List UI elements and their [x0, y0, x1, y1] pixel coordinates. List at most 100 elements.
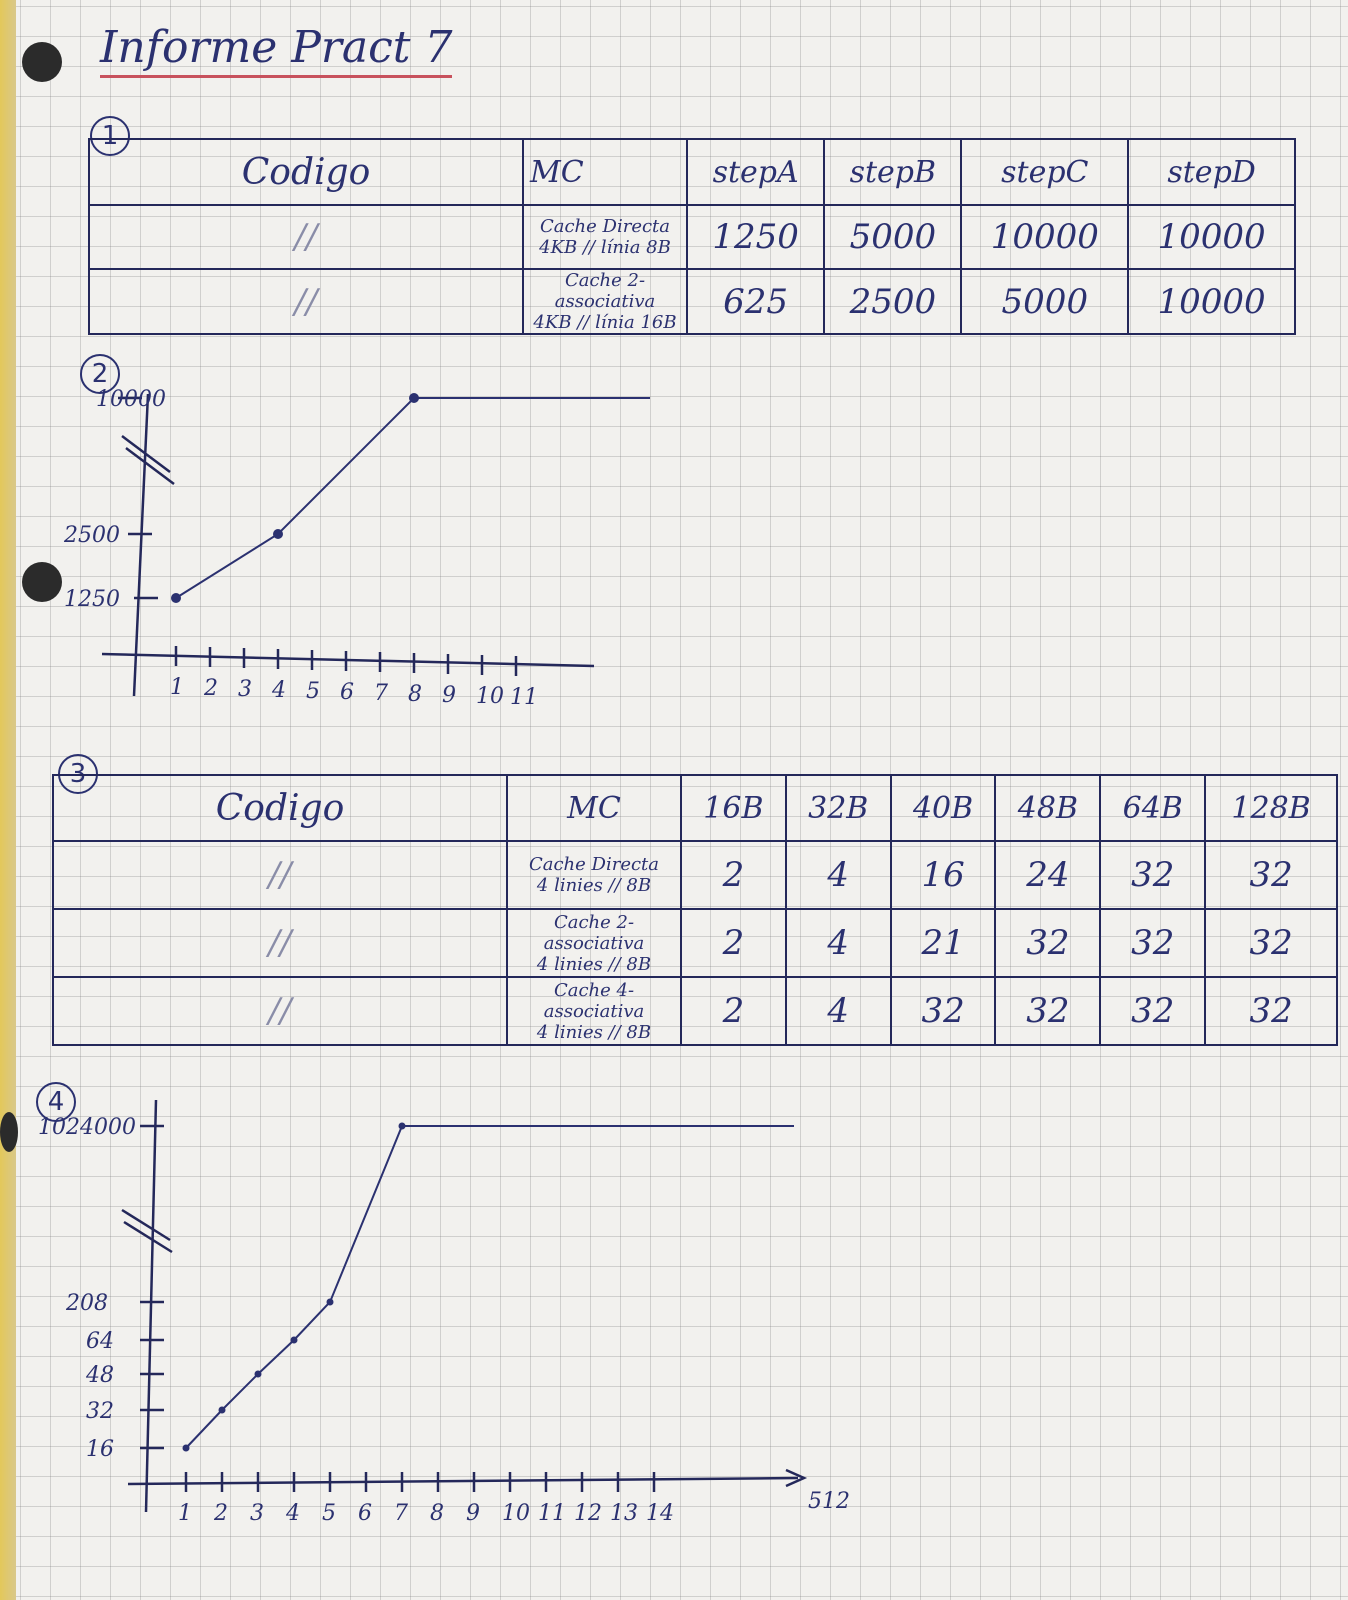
ditto-mark: //	[88, 204, 524, 270]
table-cell: 625	[685, 268, 826, 335]
code-header: Codigo	[52, 774, 508, 842]
mc-line: 4KB // línia 16B	[533, 312, 677, 333]
table-cell: 4	[784, 976, 892, 1046]
table-cell: 32	[994, 908, 1102, 978]
table-cell: 5000	[960, 268, 1130, 335]
x-tick-label: 10	[502, 1501, 530, 1526]
table-cell: 5000	[823, 204, 963, 270]
x-tick-label: 7	[394, 1501, 408, 1526]
column-header: 16B	[680, 774, 787, 842]
table-cell: 4	[784, 908, 892, 978]
table-cell: 32	[1099, 976, 1207, 1046]
mc-cell: Cache 2-associativa 4KB // línia 16B	[522, 268, 688, 335]
y-tick-label: 32	[86, 1399, 114, 1424]
x-tick-label: 7	[374, 681, 388, 706]
table-cell: 10000	[1127, 204, 1296, 270]
table-cell: 32	[994, 976, 1102, 1046]
data-point	[290, 1336, 298, 1344]
x-tick-label: 8	[430, 1501, 444, 1526]
x-tick-label: 1	[170, 675, 184, 700]
table-cell: 32	[889, 976, 997, 1046]
x-tick-label: 11	[510, 685, 538, 710]
punch-hole	[22, 42, 62, 82]
data-point	[254, 1370, 262, 1378]
table-cell: 4	[784, 840, 892, 910]
x-tick-label: 6	[358, 1501, 372, 1526]
table-header-row: Codigo MC 16B 32B 40B 48B 64B 128B	[52, 774, 1338, 842]
mc-header: MC	[506, 774, 682, 842]
mc-line: 4 linies // 8B	[536, 875, 652, 896]
y-tick-label: 208	[65, 1291, 108, 1316]
table-cell: 2	[680, 976, 787, 1046]
mc-cell: Cache 4-associativa 4 linies // 8B	[506, 976, 682, 1046]
table-cell: 16	[889, 840, 997, 910]
data-point	[171, 593, 181, 603]
table-row: // Cache Directa 4 linies // 8B 2 4 16 24…	[52, 840, 1338, 910]
column-header: stepA	[685, 138, 826, 206]
x-axis-end-label: 512	[808, 1489, 850, 1514]
graph-1-group: 1 2 3 4 5 6 7 8 9 10 11 1250 2500 10000	[63, 387, 650, 710]
x-tick-label: 10	[476, 684, 504, 709]
data-point	[398, 1122, 406, 1130]
table-cell: 1250	[685, 204, 826, 270]
column-header: stepB	[823, 138, 963, 206]
ditto-mark: //	[52, 908, 508, 978]
table-cell: 32	[1099, 908, 1207, 978]
mc-header: MC	[522, 138, 688, 206]
mc-line: 4 linies // 8B	[536, 953, 652, 975]
section-number-4: 4	[36, 1082, 76, 1122]
y-tick-label: 10000	[96, 387, 166, 412]
table-row: // Cache 2-associativa 4KB // línia 16B 6…	[88, 268, 1296, 335]
x-tick-label: 3	[250, 1501, 264, 1526]
x-tick-label: 9	[466, 1501, 480, 1526]
table-row: // Cache 2-associativa 4 linies // 8B 2 4…	[52, 908, 1338, 978]
y-axis	[132, 393, 150, 697]
code-header: Codigo	[88, 138, 524, 206]
results-table-2: Codigo MC 16B 32B 40B 48B 64B 128B // Ca…	[52, 774, 1338, 1046]
axis-break-mark	[121, 1208, 171, 1242]
table-cell: 32	[1204, 976, 1338, 1046]
x-tick-label: 5	[322, 1501, 336, 1526]
x-axis	[127, 1476, 799, 1486]
x-tick-label: 1	[178, 1501, 192, 1526]
table-cell: 2	[680, 908, 787, 978]
x-tick-label: 9	[442, 683, 456, 708]
column-header: 32B	[784, 774, 892, 842]
mc-cell: Cache Directa 4 linies // 8B	[506, 840, 682, 910]
ditto-mark: //	[52, 840, 508, 910]
results-table-1: Codigo MC stepA stepB stepC stepD // Cac…	[88, 138, 1296, 335]
mc-cell: Cache 2-associativa 4 linies // 8B	[506, 908, 682, 978]
axis-break-mark	[125, 447, 175, 485]
column-header: stepD	[1127, 138, 1296, 206]
punch-hole	[0, 1112, 18, 1152]
table-cell: 24	[994, 840, 1102, 910]
x-tick-label: 2	[213, 1501, 228, 1526]
table-header-row: Codigo MC stepA stepB stepC stepD	[88, 138, 1296, 206]
mc-line: 4 linies // 8B	[536, 1021, 652, 1043]
mc-cell: Cache Directa 4KB // línia 8B	[522, 204, 688, 270]
table-cell: 32	[1204, 908, 1338, 978]
data-point	[218, 1406, 226, 1414]
table-cell: 32	[1204, 840, 1338, 910]
mc-line: Cache 2-associativa	[554, 270, 656, 312]
x-axis	[101, 652, 595, 668]
table-cell: 2500	[823, 268, 963, 335]
axis-break-mark	[121, 435, 171, 473]
table-cell: 21	[889, 908, 997, 978]
data-point	[326, 1298, 334, 1306]
page-title: Informe Pract 7	[100, 22, 453, 78]
mc-line: Cache Directa	[528, 854, 660, 875]
x-tick-label: 11	[538, 1501, 566, 1526]
mc-line: Cache 2-associativa	[543, 911, 645, 954]
ditto-mark: //	[88, 268, 524, 335]
column-header: 48B	[994, 774, 1102, 842]
y-tick-label: 1250	[64, 587, 120, 612]
column-header: 64B	[1099, 774, 1207, 842]
table-cell: 32	[1099, 840, 1207, 910]
x-tick-label: 4	[271, 678, 286, 703]
series-line	[175, 397, 650, 599]
x-tick-label: 3	[238, 677, 252, 702]
